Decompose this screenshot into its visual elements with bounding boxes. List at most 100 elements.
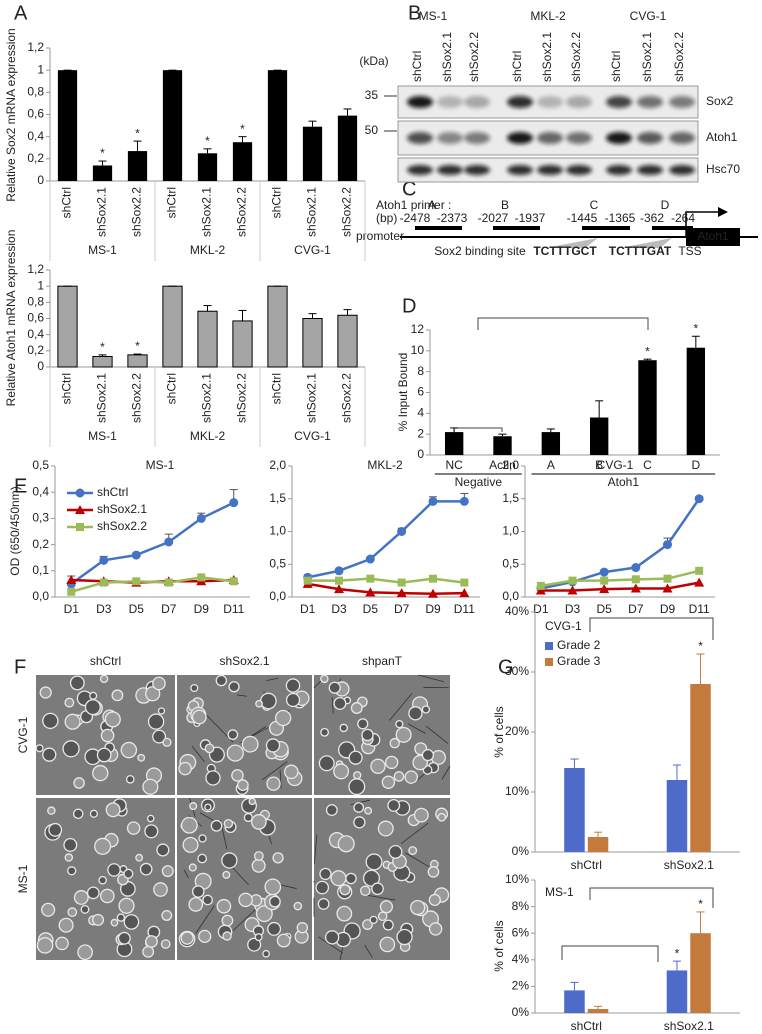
cell <box>162 737 172 747</box>
neurite <box>401 822 429 844</box>
cell <box>379 936 396 953</box>
primer-name: D <box>661 198 670 212</box>
marker <box>99 578 108 587</box>
neurite <box>418 674 444 683</box>
y-tick-label: 1,0 <box>269 524 286 538</box>
x-tick-label: shCtrl <box>571 858 602 872</box>
chart-title: MS-1 <box>146 458 175 472</box>
lane-label: shSox2.2 <box>569 32 583 82</box>
cell <box>413 807 429 823</box>
blot-band <box>537 96 563 108</box>
bar <box>666 780 688 852</box>
cell <box>393 771 405 782</box>
marker <box>429 574 437 583</box>
bracket <box>477 317 649 330</box>
line <box>540 569 700 588</box>
cell <box>123 868 134 879</box>
legend-marker <box>75 488 85 498</box>
cell <box>379 900 394 914</box>
x-tick-label: shSox2.1 <box>95 187 109 237</box>
neurite <box>364 944 373 958</box>
cell <box>94 837 112 855</box>
cell <box>116 913 126 922</box>
cell <box>255 699 263 708</box>
cell <box>110 918 119 927</box>
cell <box>350 702 363 714</box>
y-tick-label: 0,6 <box>27 107 44 121</box>
cell <box>91 913 105 926</box>
cell <box>145 686 161 702</box>
bar <box>564 768 585 852</box>
legend-swatch <box>545 658 553 666</box>
cell <box>318 755 335 772</box>
cell <box>84 699 101 716</box>
cell <box>348 778 366 796</box>
neurite <box>191 745 205 762</box>
x-tick-label: D5 <box>596 602 612 616</box>
cell <box>264 878 282 896</box>
x-tick-label: D9 <box>660 602 676 616</box>
bar <box>541 432 561 455</box>
chart-title: MKL-2 <box>367 458 403 472</box>
x-tick-label: D3 <box>331 602 347 616</box>
cell <box>238 892 253 908</box>
neurite <box>252 727 269 737</box>
marker <box>99 555 109 565</box>
marker <box>365 554 375 564</box>
cell <box>353 816 366 829</box>
y-tick-label: 0,4 <box>27 129 44 143</box>
neurite <box>407 723 426 734</box>
cell <box>262 949 270 958</box>
significance: * <box>675 946 680 960</box>
marker <box>662 583 673 593</box>
y-tick-label: 4 <box>417 406 424 420</box>
blot-band <box>437 132 463 144</box>
neurite <box>338 678 342 683</box>
x-tick-label: D7 <box>161 602 177 616</box>
lane-label: shCtrl <box>609 51 623 82</box>
cell <box>62 740 80 758</box>
x-tick-label: D9 <box>425 602 441 616</box>
cell <box>197 853 208 864</box>
significance: * <box>698 639 703 653</box>
line <box>70 576 234 593</box>
blot-band <box>637 132 663 144</box>
cell <box>285 692 301 708</box>
cell <box>161 910 173 921</box>
cell <box>204 743 215 754</box>
panel-label: F <box>14 656 26 678</box>
cell <box>395 726 412 743</box>
cell <box>42 712 59 730</box>
bar <box>587 1009 609 1013</box>
bar <box>638 360 657 455</box>
cell <box>357 718 369 730</box>
x-tick-label: Actin <box>489 458 516 472</box>
marker <box>459 496 469 506</box>
lane-label: shSox2.2 <box>467 32 481 82</box>
bar <box>92 165 113 181</box>
cell <box>370 758 386 775</box>
primer-bar <box>652 226 693 230</box>
x-tick-label: D1 <box>300 602 316 616</box>
y-tick-label: 0,0 <box>32 589 49 603</box>
cell <box>231 769 244 782</box>
cell <box>156 843 170 857</box>
x-tick-label: D1 <box>533 602 549 616</box>
primer-end: -1937 <box>515 211 546 225</box>
marker <box>460 578 469 587</box>
cell <box>296 921 309 934</box>
blot-band <box>606 165 632 175</box>
cell <box>72 808 84 820</box>
cell <box>251 814 267 830</box>
cell <box>67 866 77 876</box>
cell <box>89 691 98 700</box>
blot-band <box>407 165 433 175</box>
blot-band <box>669 165 695 175</box>
cell <box>381 775 396 789</box>
marker <box>132 577 141 586</box>
blot-band <box>437 165 463 175</box>
bar <box>493 436 512 455</box>
marker <box>428 496 438 506</box>
x-tick-label: D11 <box>689 602 710 616</box>
